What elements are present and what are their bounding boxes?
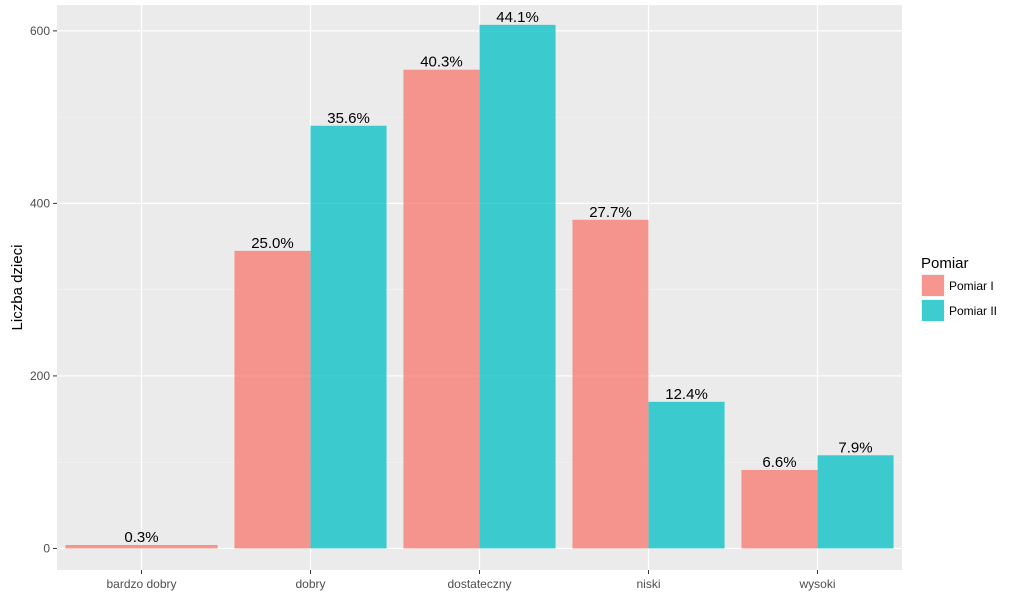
bars [65,24,894,549]
bar [310,125,387,549]
x-tick-label: dobry [295,577,325,591]
data-label: 12.4% [665,386,708,403]
y-axis: 0 200 400 600 [30,24,57,555]
bar [648,401,725,549]
legend-key [922,300,944,321]
data-label: 25.0% [251,235,294,252]
y-axis-title: Liczba dzieci [9,245,26,331]
x-tick-label: dostateczny [447,577,511,591]
x-tick-label: niski [636,577,660,591]
data-label: 6.6% [762,454,796,471]
x-tick-label: bardzo dobry [106,577,176,591]
data-label: 35.6% [327,110,370,127]
y-tick-label: 0 [43,541,50,555]
bar [479,24,556,549]
y-tick-label: 600 [30,24,50,38]
data-label: 0.3% [124,529,158,546]
data-label: 7.9% [838,439,872,456]
bar [403,69,480,549]
bar [234,250,311,549]
legend-title: Pomiar [921,255,969,272]
bar [65,544,218,549]
x-axis: bardzo dobry dobry dostateczny niski wysoki [106,570,836,591]
x-tick-label: wysoki [798,577,835,591]
y-tick-label: 200 [30,369,50,383]
y-tick-label: 400 [30,196,50,210]
data-labels: 0.3% 25.0% 35.6% 40.3% 44.1% 27.7% 12.4% 6.6% 7.… [124,9,872,546]
legend-label: Pomiar II [949,304,997,318]
legend-items: Pomiar I Pomiar II [921,274,997,322]
legend-label: Pomiar I [949,279,994,293]
bar [572,219,649,549]
data-label: 44.1% [496,9,539,26]
data-label: 27.7% [589,204,632,221]
bar [817,455,894,549]
bar [741,469,818,549]
legend: Pomiar Pomiar I Pomiar II [921,255,997,322]
data-label: 40.3% [420,54,463,71]
legend-key [922,275,944,296]
